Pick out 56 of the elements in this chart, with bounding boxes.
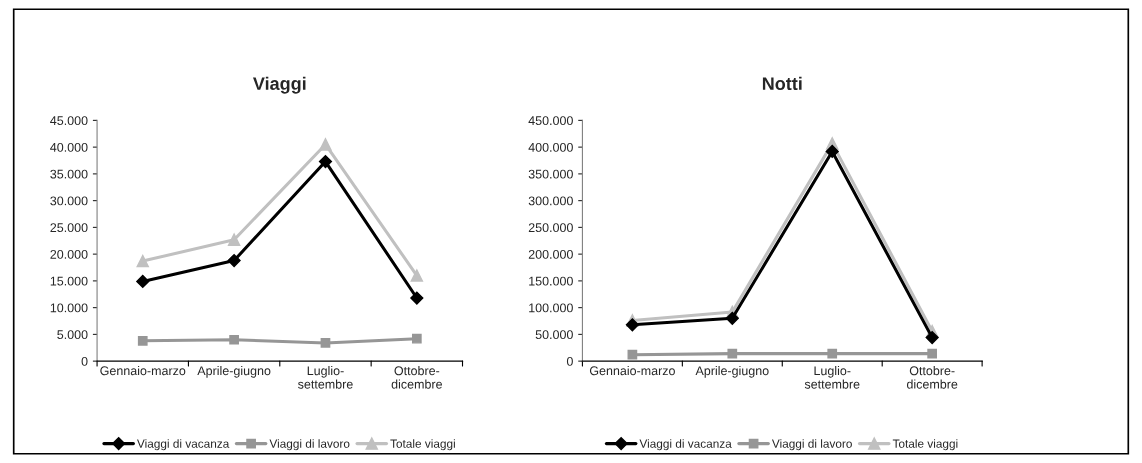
y-tick-label: 400.000 (528, 142, 573, 152)
point (227, 253, 241, 268)
legend-label: Viaggi di lavoro (269, 439, 350, 451)
y-tick-label: 40.000 (50, 142, 88, 152)
legend-label: Totale viaggi (892, 439, 958, 451)
point (827, 348, 838, 359)
x-tick-label: Ottobre- dicembre (391, 366, 442, 389)
y-tick-label: 150.000 (529, 276, 573, 286)
x-tick-label: Luglio- settembre (298, 366, 353, 389)
point (410, 269, 424, 282)
point (410, 291, 424, 305)
y-tick-label: 0 (566, 356, 573, 366)
y-tick-label: 15.000 (50, 276, 88, 286)
chart-title: Viaggi (252, 76, 306, 94)
point (229, 334, 239, 345)
point (319, 138, 332, 151)
legend-label: Viaggi di lavoro (771, 439, 852, 451)
point (725, 311, 739, 325)
point (411, 333, 422, 344)
point (925, 331, 939, 345)
y-tick-label: 35.000 (50, 169, 88, 179)
y-tick-label: 450.000 (528, 116, 573, 126)
y-tick-label: 350.000 (528, 169, 573, 179)
x-tick-label: Gennaio-marzo (100, 366, 186, 376)
y-tick-label: 0 (81, 356, 88, 366)
y-tick-label: 25.000 (50, 223, 88, 233)
point (627, 349, 638, 360)
y-tick-label: 30.000 (50, 196, 88, 206)
point (625, 318, 639, 332)
point (927, 348, 938, 359)
x-tick-label: Aprile-giugno (197, 366, 271, 378)
legend-label: Viaggi di vacanza (639, 439, 732, 451)
y-tick-label: 300.000 (528, 196, 573, 206)
y-tick-label: 20.000 (50, 249, 88, 259)
y-tick-label: 45.000 (50, 116, 88, 126)
y-tick-label: 5.000 (57, 330, 88, 340)
y-tick-label: 250.000 (528, 223, 573, 233)
point (227, 233, 241, 246)
x-tick-label: Gennaio-marzo (589, 366, 675, 376)
x-tick-label: Aprile-giugno (695, 366, 769, 378)
x-tick-label: Luglio- settembre (804, 366, 860, 389)
point (320, 338, 331, 348)
point (318, 154, 333, 169)
point (136, 274, 150, 289)
y-tick-label: 50.000 (535, 330, 573, 340)
y-tick-label: 200.000 (528, 249, 573, 259)
x-tick-label: Ottobre- dicembre (906, 366, 958, 389)
point (825, 144, 839, 158)
legend-label: Viaggi di vacanza (137, 439, 230, 451)
chart-title: Notti (762, 76, 802, 90)
y-tick-label: 10.000 (50, 303, 88, 313)
point (137, 335, 148, 346)
y-tick-label: 100.000 (529, 303, 573, 313)
legend-label: Totale viaggi (390, 439, 455, 451)
point (136, 254, 150, 268)
point (727, 348, 738, 359)
